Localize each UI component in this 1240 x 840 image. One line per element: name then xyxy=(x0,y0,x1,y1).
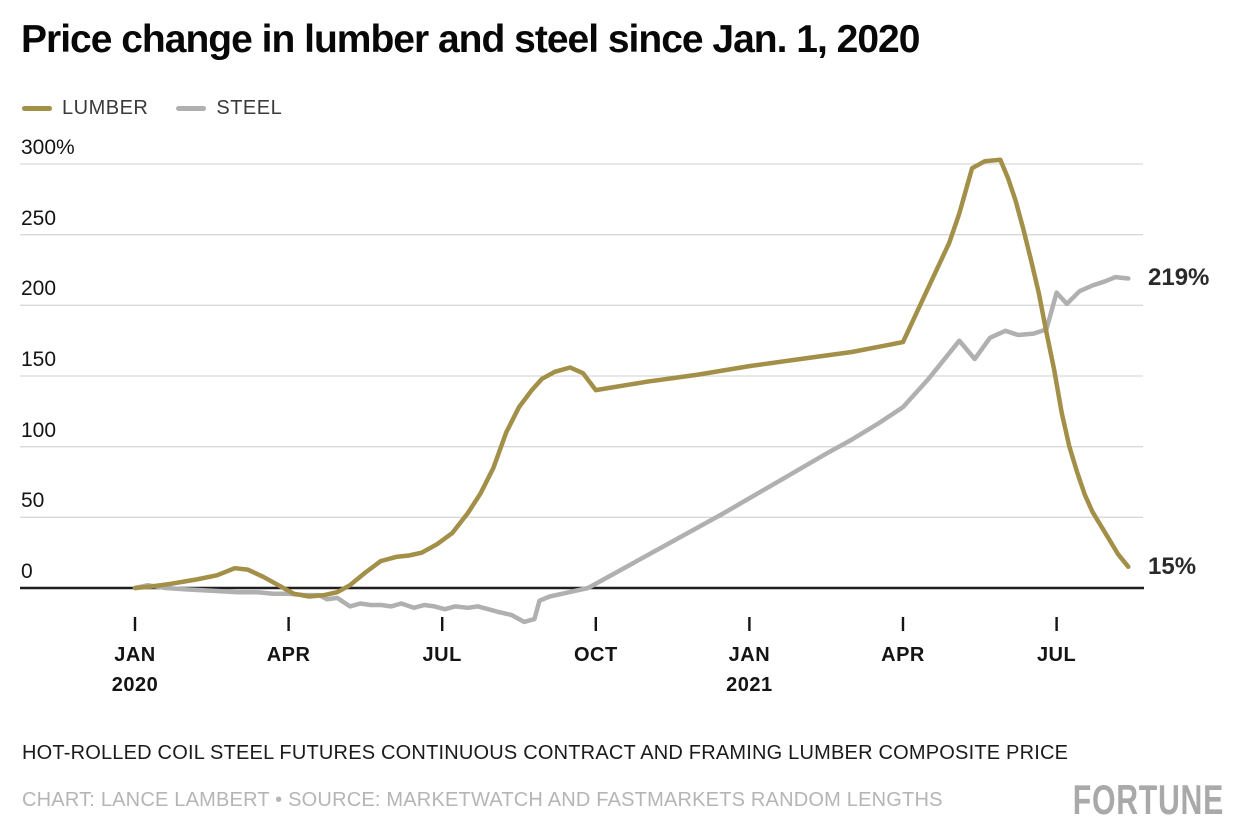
chart-credit: CHART: LANCE LAMBERT • SOURCE: MARKETWAT… xyxy=(22,789,943,811)
y-axis-label: 0 xyxy=(21,560,33,583)
legend: LUMBER STEEL xyxy=(22,97,282,120)
x-axis-label: JAN xyxy=(728,644,771,666)
x-axis-label: JUL xyxy=(422,644,462,666)
fortune-logo: FORTUNE xyxy=(1072,776,1224,823)
legend-item-lumber: LUMBER xyxy=(22,97,148,120)
y-axis-label: 100 xyxy=(21,418,57,442)
legend-label-steel: STEEL xyxy=(216,97,283,119)
steel-end-label: 219% xyxy=(1148,264,1210,292)
y-axis-label: 300% xyxy=(21,136,75,159)
legend-label-lumber: LUMBER xyxy=(62,97,149,119)
y-axis-label: 150 xyxy=(21,348,57,371)
x-axis-label: OCT xyxy=(573,644,618,666)
chart-title: Price change in lumber and steel since J… xyxy=(21,18,920,61)
x-axis-label: APR xyxy=(266,644,311,666)
legend-item-steel: STEEL xyxy=(176,97,282,120)
lumber-line-swatch-icon xyxy=(22,106,52,111)
x-axis-label: JUL xyxy=(1036,644,1077,666)
chart-description: HOT-ROLLED COIL STEEL FUTURES CONTINUOUS… xyxy=(22,742,1069,764)
y-axis-label: 200 xyxy=(21,277,57,301)
lumber-line xyxy=(132,157,1131,599)
steel-line-swatch-icon xyxy=(176,106,207,111)
x-axis-sublabel: 2020 xyxy=(111,674,159,696)
x-axis-label: APR xyxy=(881,644,925,666)
x-axis-label: JAN xyxy=(114,644,156,666)
lumber-end-label: 15% xyxy=(1148,552,1197,580)
x-axis-sublabel: 2021 xyxy=(726,674,773,696)
y-axis-label: 50 xyxy=(21,489,45,513)
y-axis-label: 250 xyxy=(21,206,57,230)
steel-line xyxy=(132,274,1131,625)
